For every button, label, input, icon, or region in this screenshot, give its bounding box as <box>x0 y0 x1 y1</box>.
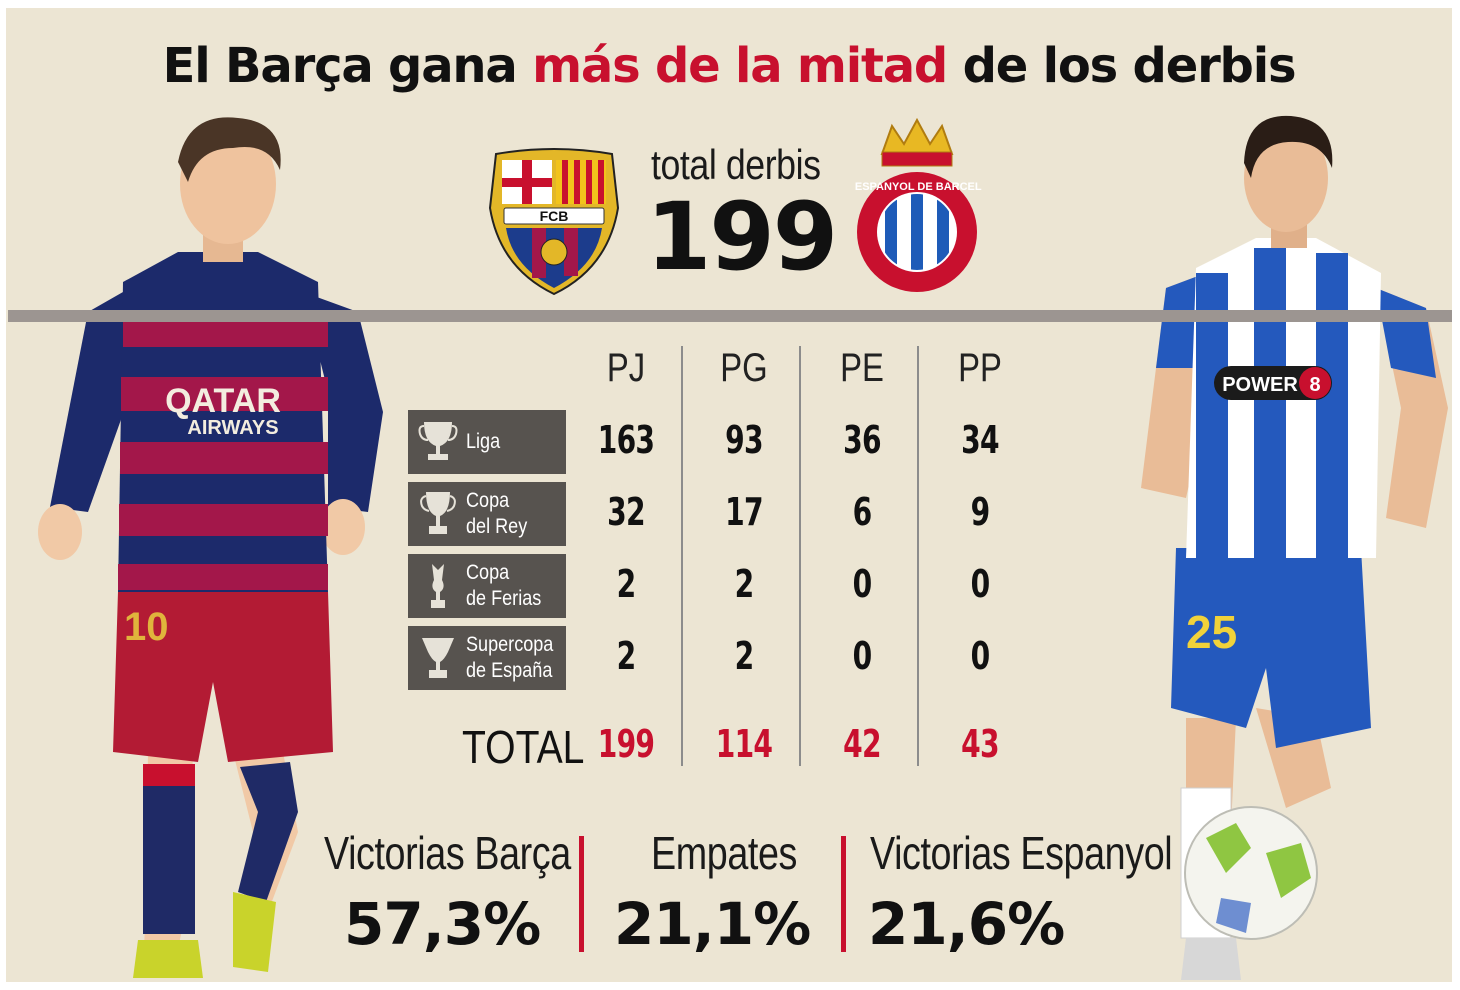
stat-separator <box>579 836 584 952</box>
table-cell: 0 <box>852 634 873 678</box>
table-cell: 93 <box>725 418 763 462</box>
stat-label-barca-wins: Victorias Barça <box>324 827 571 879</box>
stat-value-espanyol-wins: 21,6% <box>868 890 1065 958</box>
column-divider <box>681 346 683 766</box>
competition-liga: Liga <box>408 410 566 474</box>
table-cell: 9 <box>970 490 991 534</box>
headline-part2: de los derbis <box>947 38 1297 94</box>
total-derbis-value: 199 <box>646 183 838 292</box>
svg-text:25: 25 <box>1186 606 1237 658</box>
headline: El Barça gana más de la mitad de los der… <box>6 38 1452 94</box>
competition-label: Copa del Rey <box>466 489 528 538</box>
table-cell: 163 <box>597 418 655 462</box>
col-header-pe: PE <box>840 346 884 390</box>
stat-separator <box>841 836 846 952</box>
table-cell: 32 <box>607 490 645 534</box>
col-header-pj: PJ <box>606 346 646 390</box>
table-cell: 2 <box>734 562 755 606</box>
total-row-label: TOTAL <box>462 721 585 773</box>
table-cell: 34 <box>961 418 999 462</box>
competition-label: Liga <box>466 430 501 453</box>
competition-copa-del-rey: Copa del Rey <box>408 482 566 546</box>
table-cell: 0 <box>970 562 991 606</box>
table-cell: 6 <box>852 490 873 534</box>
section-divider <box>8 310 1452 322</box>
svg-text:POWER: POWER <box>1222 374 1298 396</box>
table-cell: 2 <box>616 562 637 606</box>
table-cell: 0 <box>852 562 873 606</box>
total-cell: 42 <box>843 722 881 766</box>
total-cell: 114 <box>715 722 773 766</box>
competition-label: Copa de Ferias <box>466 561 542 610</box>
col-header-pg: PG <box>720 346 768 390</box>
svg-text:QATAR: QATAR <box>165 382 281 420</box>
stat-value-barca-wins: 57,3% <box>344 890 541 958</box>
trophy-copa-icon <box>420 492 456 534</box>
barca-player-image: 10 QATAR AIRWAYS <box>38 117 383 978</box>
trophy-ferias-icon <box>431 564 445 608</box>
headline-highlight: más de la mitad <box>532 38 948 94</box>
rcde-crest-text: RCD ESPANYOL DE BARCELONA <box>852 181 982 193</box>
column-divider <box>917 346 919 766</box>
fcb-crest-text: FCB <box>540 208 569 224</box>
col-header-pp: PP <box>958 346 1002 390</box>
table-cell: 36 <box>843 418 881 462</box>
espanyol-player-image: 25 POWER 8 <box>1141 115 1448 980</box>
column-divider <box>799 346 801 766</box>
rcd-espanyol-crest: RCD ESPANYOL DE BARCELONA <box>852 117 982 292</box>
table-cell: 0 <box>970 634 991 678</box>
infographic: El Barça gana más de la mitad de los der… <box>6 8 1452 982</box>
fc-barcelona-crest: FCB <box>488 148 620 296</box>
svg-text:10: 10 <box>124 605 169 649</box>
total-cell: 199 <box>597 722 655 766</box>
competition-copa-de-ferias: Copa de Ferias <box>408 554 566 618</box>
competition-label: Supercopa de España <box>466 633 554 682</box>
table-cell: 2 <box>734 634 755 678</box>
svg-text:AIRWAYS: AIRWAYS <box>187 417 278 439</box>
stat-value-draws: 21,1% <box>614 890 811 958</box>
stat-label-espanyol-wins: Victorias Espanyol <box>870 827 1173 879</box>
trophy-supercopa-icon <box>422 638 454 678</box>
stat-label-draws: Empates <box>651 827 797 879</box>
table-cell: 17 <box>725 490 763 534</box>
svg-text:8: 8 <box>1309 374 1320 396</box>
headline-part1: El Barça gana <box>162 38 533 94</box>
total-derbis-label: total derbis <box>651 141 821 188</box>
competition-supercopa: Supercopa de España <box>408 626 566 690</box>
trophy-cup-icon <box>418 422 458 460</box>
total-cell: 43 <box>961 722 999 766</box>
table-cell: 2 <box>616 634 637 678</box>
